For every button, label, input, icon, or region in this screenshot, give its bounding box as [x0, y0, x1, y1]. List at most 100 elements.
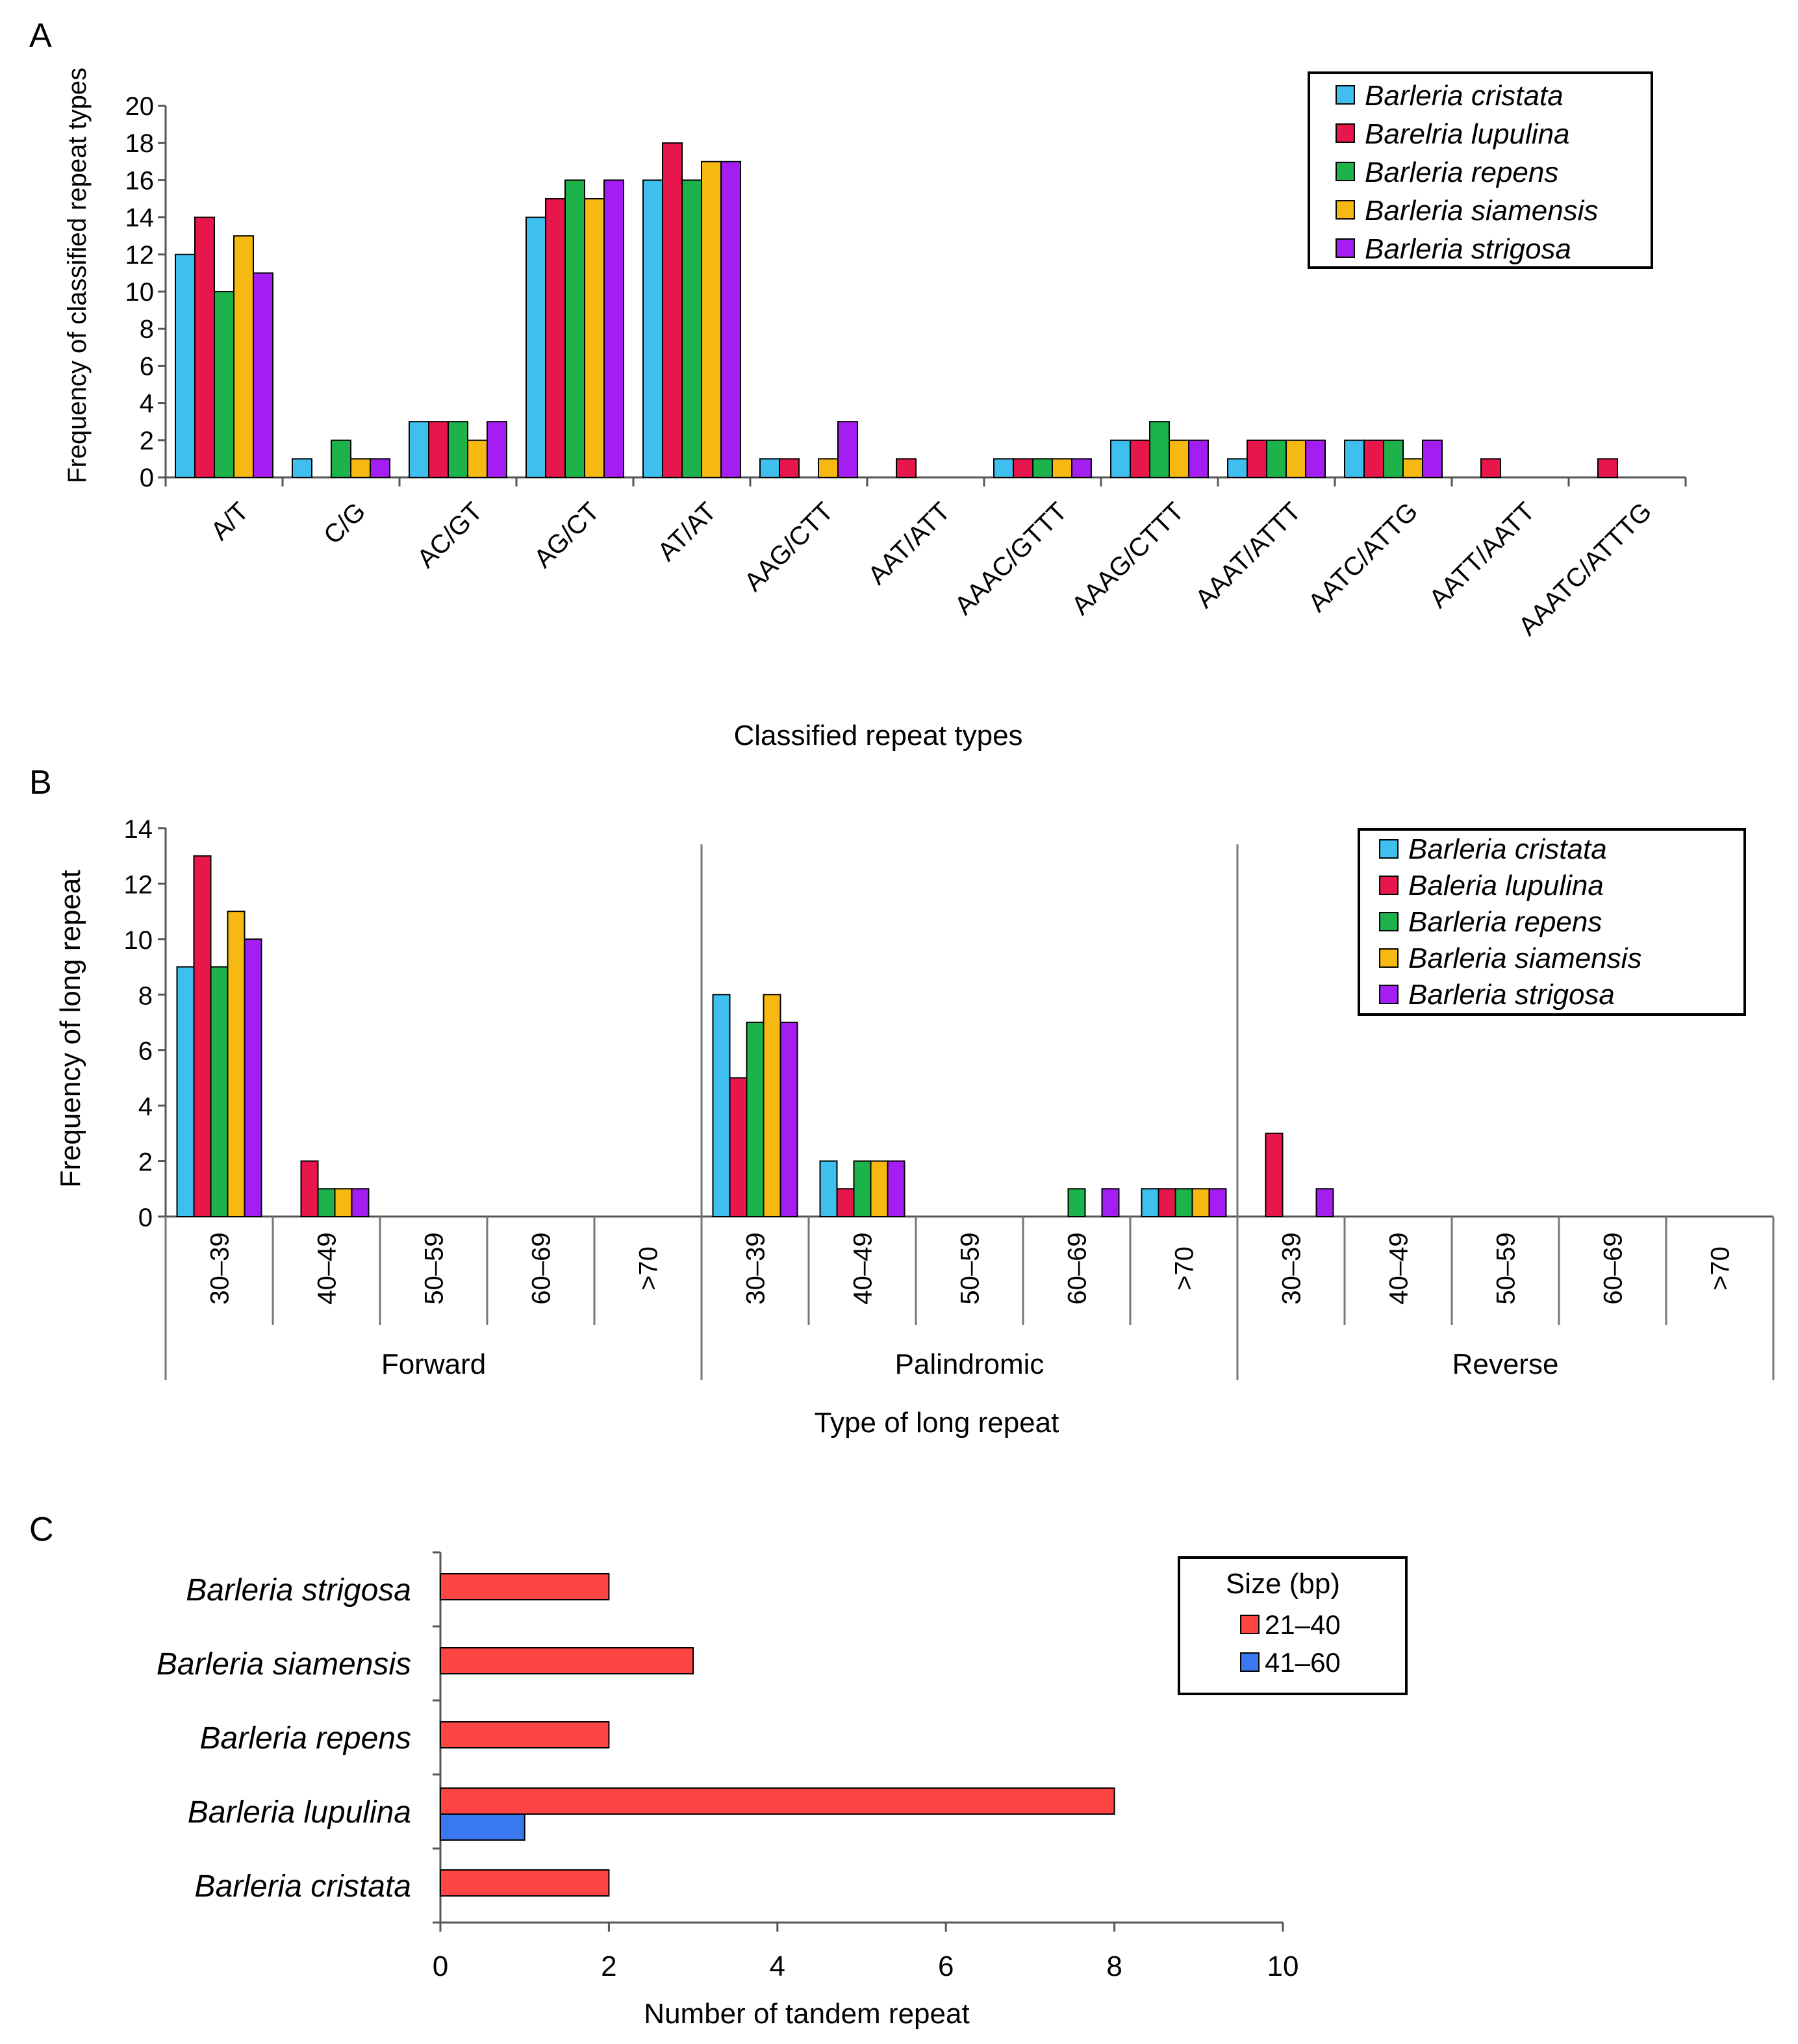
a-bar — [1169, 439, 1189, 478]
b-bar — [1191, 1188, 1210, 1218]
a-bar — [818, 458, 839, 479]
panel-c-letter: C — [29, 1511, 54, 1548]
b-x-tick-label: 60–69 — [1063, 1232, 1092, 1304]
a-bar — [467, 439, 488, 478]
b-bar — [712, 994, 731, 1218]
a-y-tick-label: 2 — [140, 427, 154, 455]
b-x-tick-label: >70 — [1706, 1246, 1735, 1291]
a-legend-label: Barleria cristata — [1365, 80, 1564, 112]
a-y-tick-label: 14 — [125, 204, 155, 233]
b-y-tick-label: 0 — [138, 1204, 153, 1232]
b-y-tick-label: 12 — [124, 870, 153, 899]
b-legend-label: Baleria lupulina — [1408, 870, 1604, 902]
a-bar — [1344, 439, 1365, 478]
b-bar — [176, 966, 195, 1217]
b-bar — [1174, 1188, 1193, 1218]
a-legend — [1308, 71, 1653, 269]
a-x-tick-label: AATT/AATT — [1424, 497, 1540, 613]
c-legend — [1178, 1556, 1408, 1695]
b-bar — [1158, 1188, 1176, 1218]
a-bar — [681, 179, 702, 478]
c-legend-swatch — [1240, 1652, 1260, 1672]
b-bar — [1101, 1188, 1120, 1218]
a-legend-swatch — [1336, 162, 1355, 181]
b-bar — [1208, 1188, 1227, 1218]
a-bar — [1110, 439, 1131, 478]
b-x-tick-label: >70 — [1171, 1246, 1199, 1291]
c-bar — [440, 1721, 610, 1748]
a-bar — [642, 179, 663, 478]
b-group-label: Palindromic — [895, 1348, 1045, 1380]
a-bar — [1227, 458, 1248, 479]
b-x-tick-label: 50–59 — [420, 1232, 449, 1304]
a-bar — [1071, 458, 1092, 479]
b-group-label: Reverse — [1452, 1348, 1559, 1380]
b-bar — [210, 966, 229, 1217]
a-bar — [194, 216, 215, 478]
a-y-tick-label: 18 — [125, 129, 155, 158]
a-legend-label: Barleria strigosa — [1365, 233, 1571, 265]
a-bar — [409, 421, 429, 479]
a-bar — [214, 291, 234, 478]
a-x-tick-label: AAT/ATT — [863, 497, 956, 590]
a-bar — [896, 458, 917, 479]
b-x-axis-title: Type of long repeat — [815, 1407, 1059, 1439]
a-x-tick-label: AC/GT — [412, 497, 488, 574]
a-bar — [1285, 439, 1306, 478]
a-bar — [1422, 439, 1443, 478]
b-bar — [887, 1160, 905, 1217]
panel-b: B 0 2 4 6 8 10 12 14 Forward 30–39 40–49 50–59 60–69… — [29, 764, 1775, 1439]
b-legend — [1358, 828, 1746, 1016]
b-legend-label: Barleria siamensis — [1408, 942, 1641, 974]
a-bar — [1266, 439, 1287, 478]
a-bar — [1305, 439, 1326, 478]
a-bar — [253, 272, 273, 478]
a-y-tick-label: 4 — [140, 390, 154, 418]
b-bar — [746, 1022, 765, 1217]
a-bar — [1013, 458, 1033, 479]
b-x-tick-label: 50–59 — [956, 1232, 985, 1304]
b-bar — [300, 1160, 319, 1217]
a-bar — [233, 235, 254, 478]
b-bar — [1067, 1188, 1086, 1218]
b-y-tick-label: 14 — [124, 815, 153, 844]
a-bar — [525, 216, 546, 478]
c-bar — [440, 1787, 1115, 1815]
b-bar — [729, 1077, 748, 1218]
panel-a: A 0 2 4 6 8 10 12 14 16 18 20 A/T C/G AC/GT AG/CT AT/AT… — [29, 17, 1687, 751]
b-legend-label: Barleria repens — [1408, 906, 1602, 938]
b-x-tick-label: >70 — [635, 1246, 663, 1291]
a-legend-label: Barleria repens — [1365, 157, 1558, 188]
b-bar — [227, 911, 246, 1217]
a-bar — [1383, 439, 1404, 478]
a-x-tick-label: C/G — [318, 497, 371, 549]
b-legend-swatch — [1379, 948, 1399, 968]
b-bar — [853, 1160, 872, 1217]
b-legend-swatch — [1379, 912, 1399, 931]
a-bar — [175, 253, 196, 478]
b-y-tick-label: 8 — [138, 981, 153, 1010]
a-bar — [837, 421, 858, 479]
a-bar — [701, 160, 722, 479]
b-x-tick-label: 40–49 — [313, 1232, 342, 1304]
b-y-axis-title: Frequency of long repeat — [55, 870, 86, 1187]
a-bar — [564, 179, 585, 478]
b-x-tick-label: 30–39 — [742, 1232, 770, 1304]
a-bar — [1363, 439, 1384, 478]
a-legend-label: Barleria siamensis — [1365, 195, 1598, 227]
a-bar — [662, 142, 683, 478]
a-bar — [1130, 439, 1150, 478]
c-y-tick-label: Barleria strigosa — [186, 1573, 411, 1608]
b-x-tick-label: 50–59 — [1492, 1232, 1521, 1304]
b-bar — [763, 994, 781, 1218]
b-bar — [836, 1188, 855, 1218]
a-bar — [720, 160, 741, 479]
c-legend-title: Size (bp) — [1226, 1568, 1340, 1600]
c-x-tick-label: 0 — [433, 1950, 448, 1982]
b-legend-label: Barleria cristata — [1408, 833, 1607, 865]
a-x-tick-label: AATC/ATTG — [1303, 497, 1424, 618]
a-bar — [1188, 439, 1209, 478]
a-x-tick-label: AAAT/ATTT — [1190, 497, 1306, 613]
a-bar — [428, 421, 449, 479]
b-bar — [317, 1188, 336, 1218]
